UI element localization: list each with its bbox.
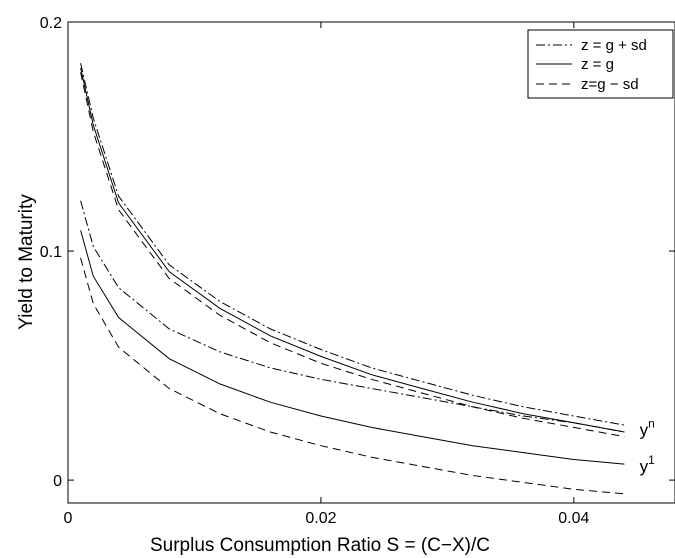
series-line-yn-solid <box>80 67 625 433</box>
x-axis-title: Surplus Consumption Ratio S = (C−X)/C <box>150 535 490 556</box>
series-line-y1-dashed <box>80 257 625 495</box>
series-line-yn-dashdot <box>80 63 625 426</box>
x-tick-label: 0.02 <box>305 510 336 527</box>
legend-label-z-g-minus-sd: z=g − sd <box>581 76 639 93</box>
curve-label-layer: yn y1 <box>640 416 656 476</box>
legend-label-z-g-plus-sd: z = g + sd <box>581 37 647 54</box>
curve-label-yn: yn <box>640 416 655 439</box>
y-tick-label: 0.2 <box>40 15 62 32</box>
y-tick-label: 0 <box>53 473 62 490</box>
y-axis-title: Yield to Maturity <box>16 194 37 330</box>
curve-label-y1: y1 <box>640 453 656 476</box>
legend-label-z-g: z = g <box>581 56 614 73</box>
series-line-yn-dashed <box>80 72 625 438</box>
series-layer <box>80 63 625 495</box>
y-tick-label: 0.1 <box>40 244 62 261</box>
x-tick-label: 0 <box>64 510 73 527</box>
x-tick-label: 0.04 <box>558 510 589 527</box>
series-line-y1-solid <box>80 230 625 465</box>
ticks-layer: 0 0.02 0.04 0 0.1 0.2 <box>40 15 675 527</box>
legend: z = g + sd z = g z=g − sd <box>527 29 674 99</box>
series-line-y1-dashdot <box>80 200 625 433</box>
